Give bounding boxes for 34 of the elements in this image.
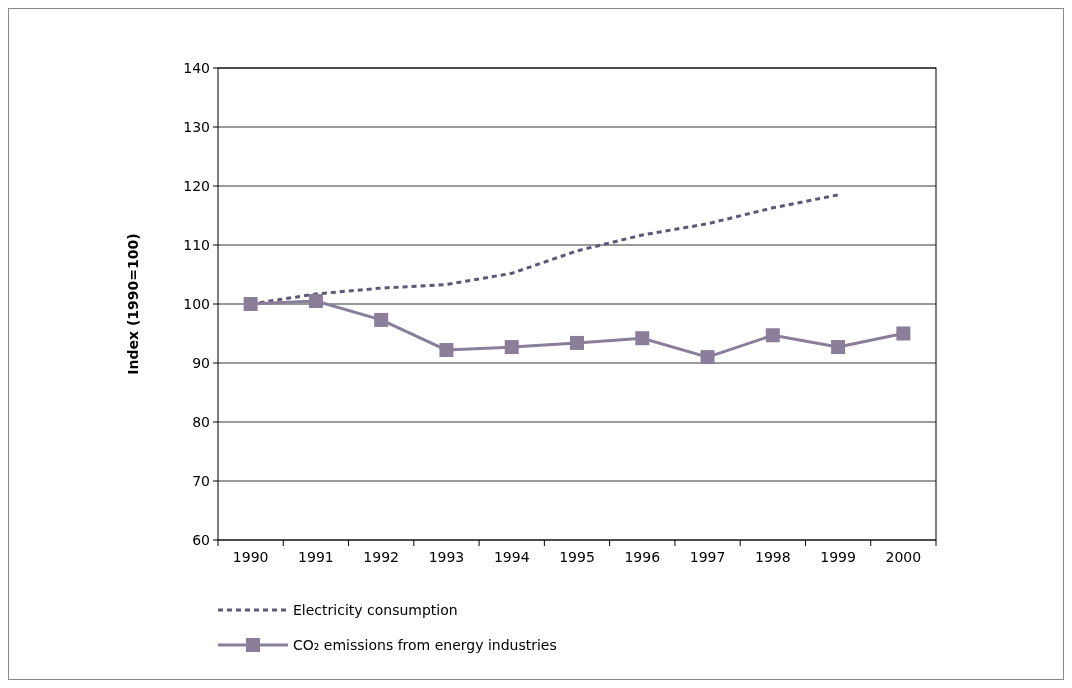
legend-label: CO₂ emissions from energy industries	[293, 636, 557, 653]
legend-label: Electricity consumption	[293, 601, 458, 618]
x-tick-label: 1990	[232, 549, 269, 565]
point	[243, 297, 258, 311]
x-tick-label: 1994	[493, 549, 530, 565]
point	[896, 326, 911, 341]
point	[570, 335, 584, 350]
x-tick-label: 1993	[428, 549, 465, 565]
point	[374, 312, 389, 327]
y-tick-label: 100	[183, 295, 210, 312]
point	[831, 340, 846, 355]
x-tick-label: 1998	[755, 549, 791, 565]
x-tick-label: 1992	[363, 549, 399, 565]
x-tick-label: 1991	[298, 549, 334, 565]
y-tick-label: 130	[183, 118, 210, 135]
x-tick-label: 2000	[885, 549, 922, 565]
x-tick-label: 1997	[689, 549, 726, 565]
y-tick-label: 110	[183, 236, 210, 253]
y-tick-label: 60	[192, 531, 210, 548]
point	[635, 331, 650, 346]
y-tick-label: 90	[192, 354, 210, 371]
x-tick-label: 1999	[820, 549, 856, 565]
point	[700, 350, 715, 365]
y-tick-label: 80	[192, 413, 210, 430]
y-axis-title: Index (1990=100)	[125, 233, 141, 375]
x-tick-label: 1995	[559, 549, 595, 565]
point	[439, 343, 454, 358]
y-tick-label: 140	[183, 59, 210, 76]
x-tick-label: 1996	[624, 549, 661, 565]
point	[765, 328, 780, 343]
y-tick-label: 70	[192, 472, 210, 489]
y-tick-label: 120	[183, 177, 210, 194]
point	[504, 340, 519, 355]
point	[308, 294, 323, 309]
